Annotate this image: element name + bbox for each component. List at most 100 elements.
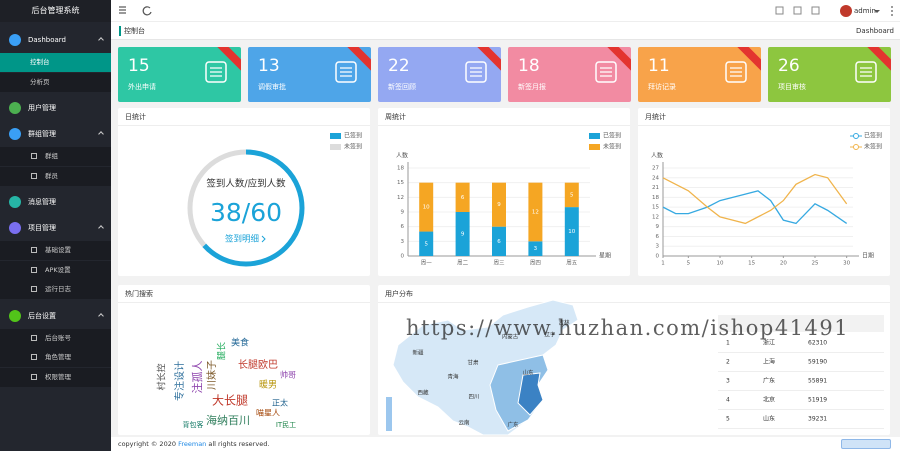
y-axis-label: 人数 [651, 152, 663, 160]
panel-divider [118, 125, 370, 126]
stat-card[interactable]: 11 拜访记录 [638, 47, 761, 102]
submenu-label: 权限管理 [45, 372, 71, 381]
legend-label: 已签到 [864, 132, 882, 140]
menu-icon [9, 309, 21, 322]
menu-label: 后台设置 [28, 311, 56, 320]
map-region-label: 广东 [507, 421, 519, 429]
panel: 月统计 已签到 未签到 0 3 6 9 12 15 18 21 24 27 人数 日期 1 5 10 15 20 25 3… [638, 108, 890, 276]
panel-divider [118, 302, 370, 303]
menu-icon [9, 196, 21, 208]
x-tick-label: 周五 [566, 260, 578, 267]
map-region-label: 甘肃 [467, 359, 479, 367]
sidebar: 后台管理系统 Dashboard 控制台 分析页 用户管理 群组管理 群组 群员 消息管理 项目管… [0, 0, 111, 451]
y-tick-label: 0 [656, 254, 660, 260]
menu-icon [9, 128, 21, 140]
x-tick-label: 30 [843, 261, 850, 267]
submenu-item[interactable]: 控制台 [0, 53, 111, 72]
bar-segment [492, 226, 506, 256]
user-name[interactable]: admin [854, 7, 876, 15]
submenu-item[interactable]: 群组 [0, 147, 111, 166]
cloud-word: 村长控 [156, 363, 168, 390]
legend-symbol [853, 133, 859, 139]
bar-value-label: 6 [461, 195, 465, 201]
panel: 周统计 已签到 未签到 0 3 6 9 12 15 18 人数 星期 周一 5 10 周二 9 6 周三 6 9 周四 3 1… [378, 108, 630, 276]
chart [465, 61, 487, 83]
card-icon [465, 61, 487, 83]
submenu-item[interactable]: 群员 [0, 166, 111, 186]
submenu-item[interactable]: 运行日志 [0, 280, 111, 299]
submenu-item[interactable]: 分析页 [0, 72, 111, 92]
table-cell: 北京 [763, 396, 775, 404]
footer-badge [841, 439, 891, 449]
more-icon [891, 14, 893, 16]
card-icon [205, 61, 227, 83]
card-label: 外出申请 [128, 83, 156, 91]
table-cell: 浙江 [763, 339, 775, 347]
top-bar: admin [111, 0, 900, 22]
submenu-label: 角色管理 [45, 353, 71, 361]
menu-arrow [98, 37, 104, 43]
stat-card[interactable]: 18 新签月报 [508, 47, 631, 102]
bar-value-label: 3 [534, 246, 538, 252]
menu-item[interactable]: 后台设置 [0, 304, 111, 328]
y-tick-label: 27 [652, 166, 659, 172]
detail-link: 签到明细 [225, 234, 259, 245]
x-tick-label: 10 [717, 261, 724, 267]
menu-arrow [98, 225, 104, 231]
table-cell: 广东 [763, 377, 775, 385]
card-value: 13 [258, 56, 280, 76]
chart [725, 61, 747, 83]
menu-label: 项目管理 [28, 224, 56, 232]
avatar [840, 5, 852, 17]
table-cell: 51919 [808, 397, 827, 404]
legend-label: 已签到 [603, 132, 621, 140]
submenu-item[interactable]: 后台账号 [0, 328, 111, 348]
bar-segment [455, 212, 470, 256]
submenu-item[interactable]: APK设置 [0, 260, 111, 280]
x-tick-label: 20 [780, 261, 787, 267]
menu-item[interactable]: Dashboard [0, 28, 111, 52]
bar-segment [528, 241, 543, 256]
legend-symbol [589, 133, 600, 139]
submenu-item[interactable]: 基础设置 [0, 241, 111, 260]
y-tick-label: 12 [397, 195, 404, 201]
dropdown-caret [874, 10, 880, 13]
card-value: 15 [128, 56, 150, 76]
panel-divider [378, 302, 890, 303]
map-region-label: 山东 [522, 369, 534, 377]
stat-card[interactable]: 26 项目审核 [768, 47, 891, 102]
menu-arrow [98, 131, 104, 137]
menu-item[interactable]: 消息管理 [0, 190, 111, 214]
y-tick-label: 18 [652, 195, 659, 201]
submenu-icon [31, 153, 37, 159]
panel-title: 月统计 [645, 113, 666, 121]
map-region-label: 辽宁 [544, 331, 556, 339]
menu-item[interactable]: 群组管理 [0, 122, 111, 146]
stat-card[interactable]: 15 外出申请 [118, 47, 241, 102]
stat-card[interactable]: 13 调假审批 [248, 47, 371, 102]
submenu-label: 基础设置 [45, 246, 71, 254]
menu-item[interactable]: 用户管理 [0, 96, 111, 120]
chart [855, 61, 877, 83]
submenu-item[interactable]: 权限管理 [0, 367, 111, 387]
menu-item[interactable]: 项目管理 [0, 216, 111, 240]
legend-symbol [589, 144, 600, 150]
submenu-item[interactable]: 角色管理 [0, 348, 111, 367]
legend-symbol [330, 133, 341, 139]
chart [335, 61, 357, 83]
y-tick-label: 12 [652, 214, 659, 220]
footer-link[interactable]: Freeman [178, 440, 207, 448]
card-value: 22 [388, 56, 410, 76]
submenu-label: 后台账号 [45, 333, 71, 342]
toolbar-icon [811, 6, 820, 15]
card-icon [855, 61, 877, 83]
submenu-icon [31, 286, 37, 292]
card-label: 新签月报 [518, 83, 546, 91]
stat-card[interactable]: 22 新签回顾 [378, 47, 501, 102]
x-tick-label: 25 [812, 261, 819, 267]
bar-value-label: 9 [461, 232, 465, 238]
